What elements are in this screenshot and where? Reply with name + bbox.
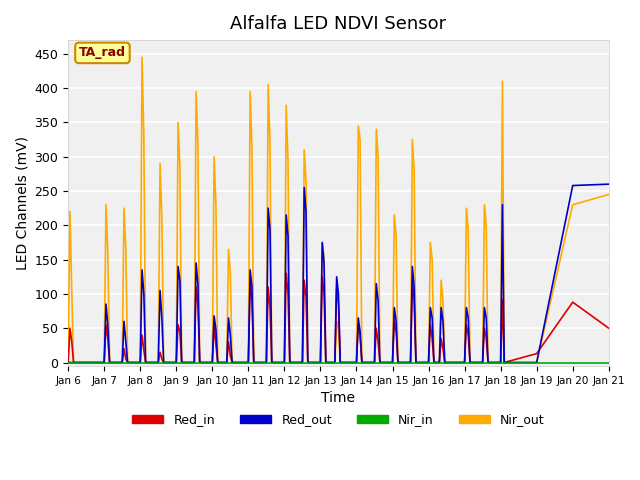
Title: Alfalfa LED NDVI Sensor: Alfalfa LED NDVI Sensor xyxy=(230,15,447,33)
Text: TA_rad: TA_rad xyxy=(79,47,126,60)
X-axis label: Time: Time xyxy=(321,391,355,405)
Y-axis label: LED Channels (mV): LED Channels (mV) xyxy=(15,136,29,270)
Legend: Red_in, Red_out, Nir_in, Nir_out: Red_in, Red_out, Nir_in, Nir_out xyxy=(127,408,550,432)
